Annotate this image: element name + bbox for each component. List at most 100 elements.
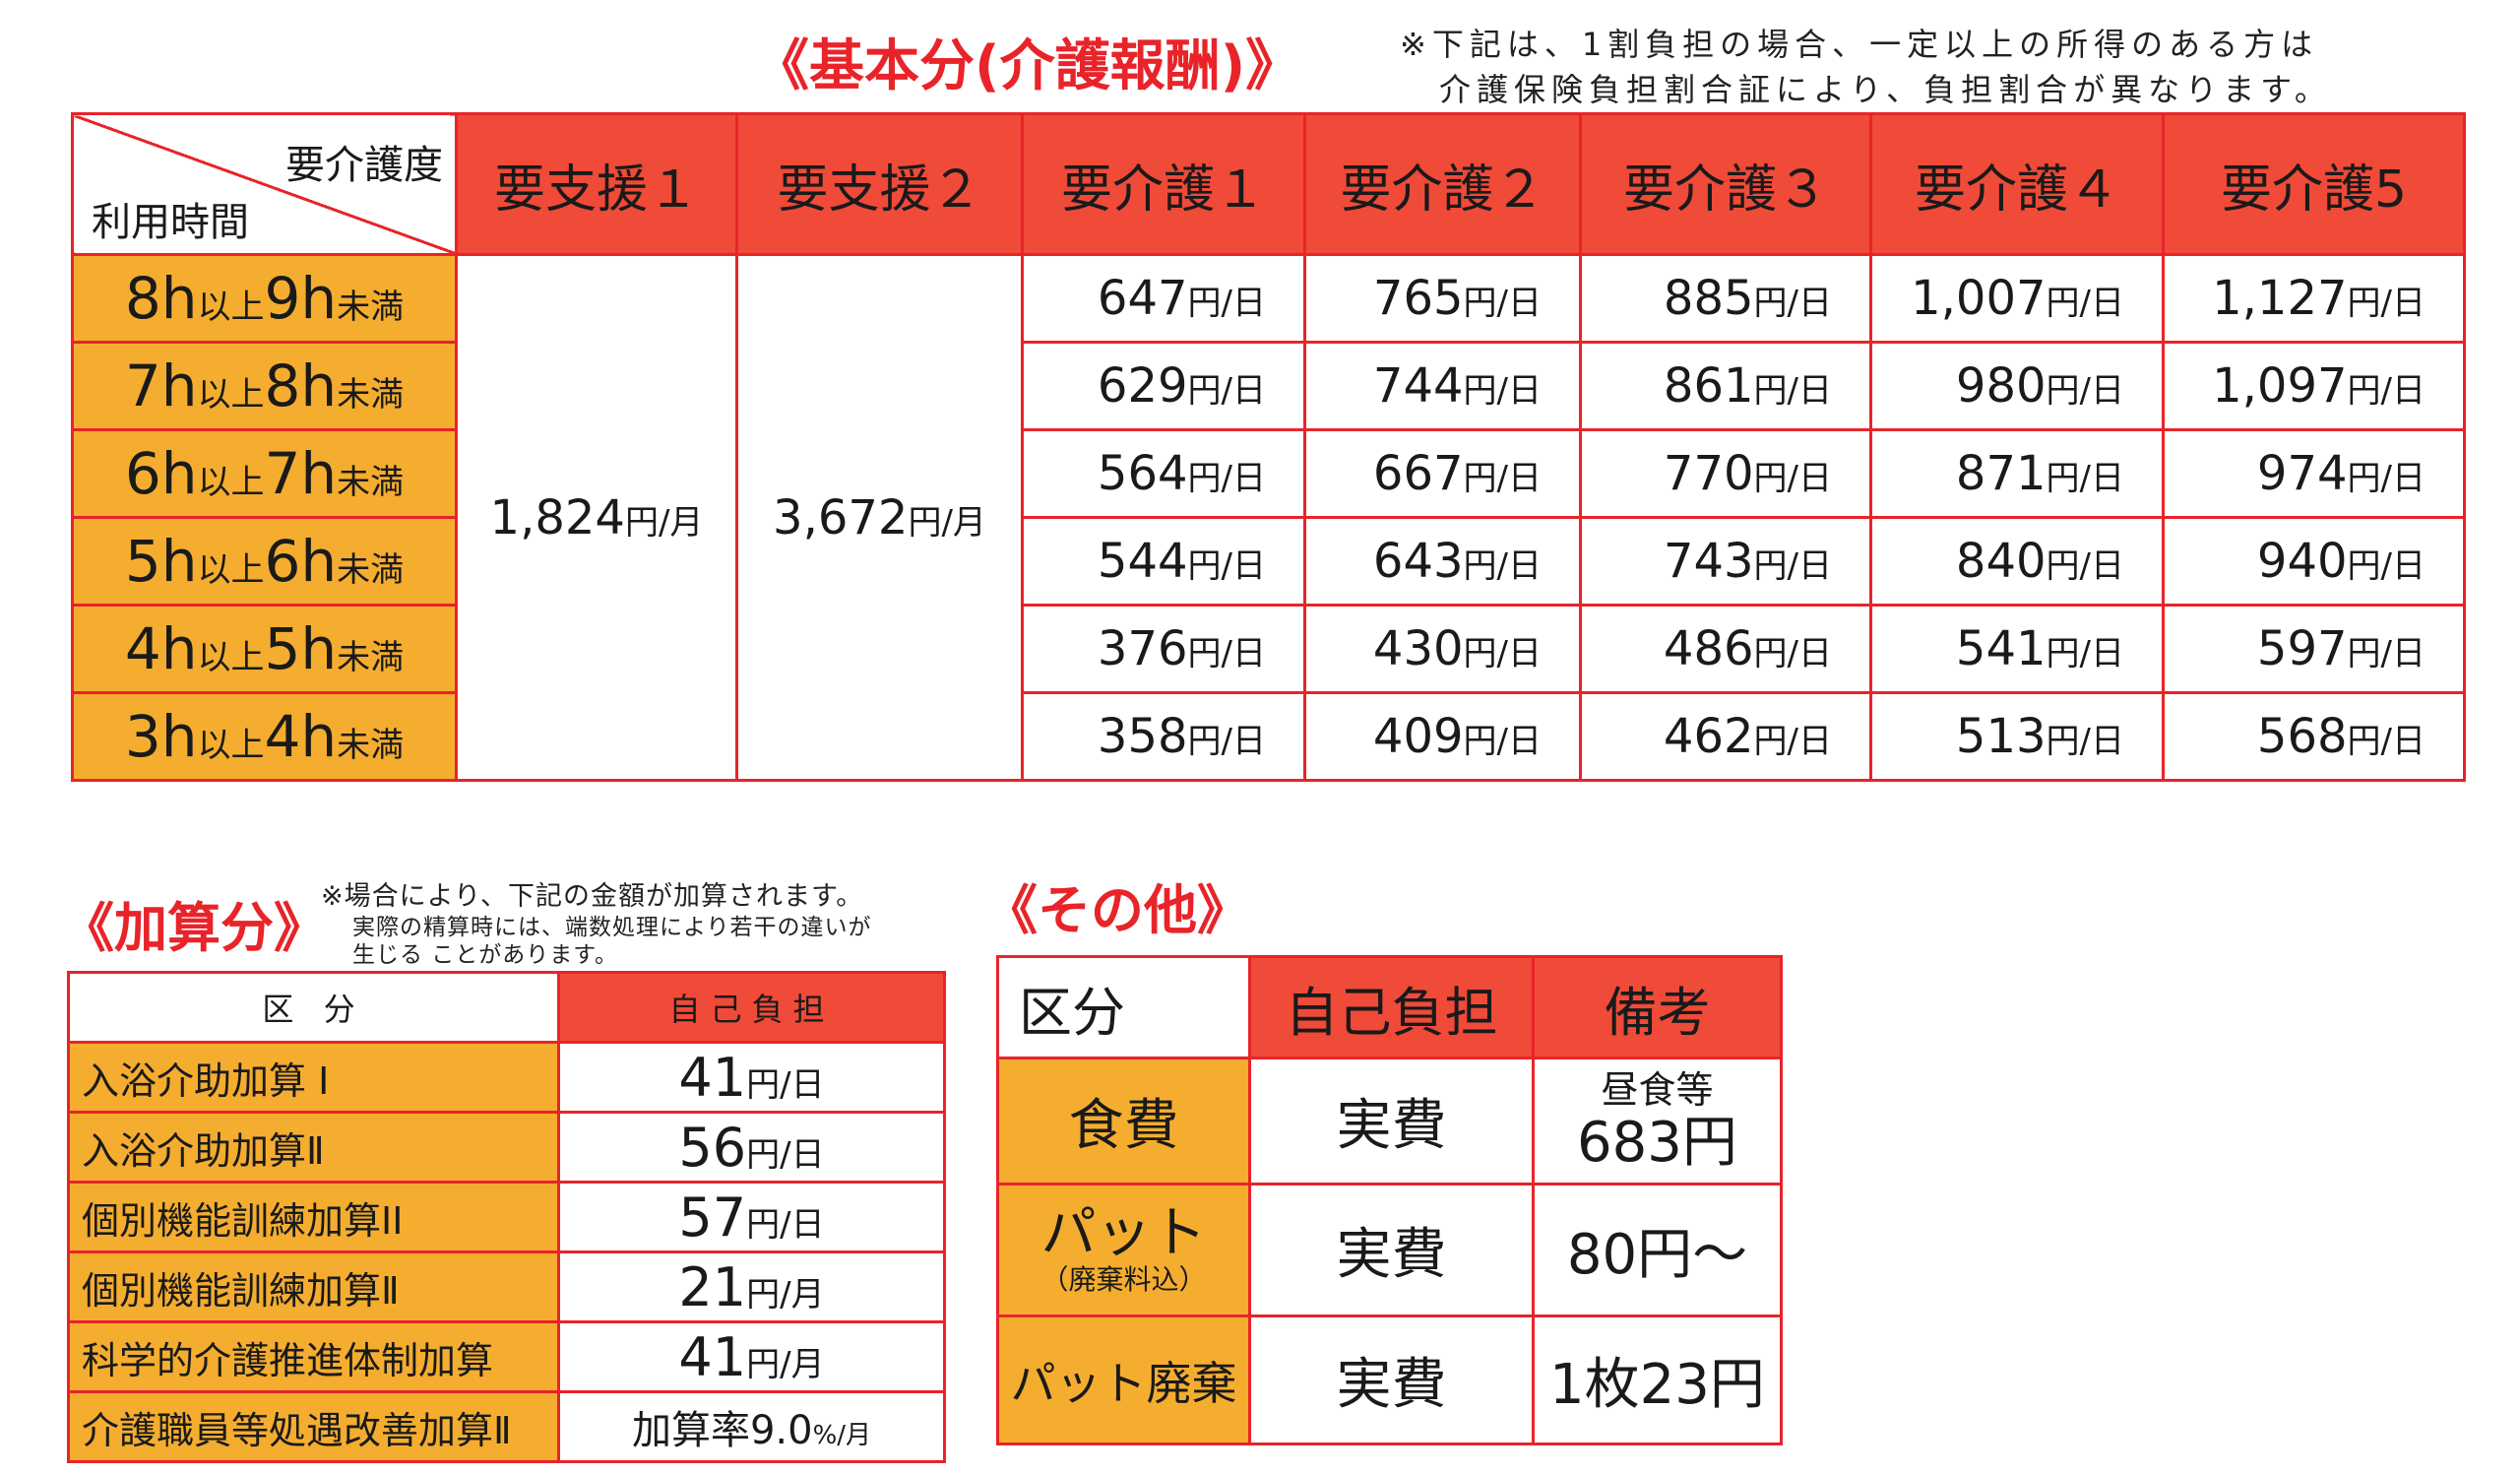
table-row: パット （廃棄料込） 実費 80円〜 <box>996 1183 1783 1317</box>
corner-cell: 要介護度 利用時間 <box>71 112 458 256</box>
basic-note-line2: 介護保険負担割合証により、負担割合が異なります。 <box>1439 71 2332 108</box>
fee-cell: 1,007円/日 <box>1869 253 2165 344</box>
header-support-2: 要支援２ <box>735 112 1024 256</box>
fee-cell: 647円/日 <box>1021 253 1306 344</box>
other-item-name: 食費 <box>996 1057 1251 1186</box>
fee-cell: 409円/日 <box>1303 691 1582 782</box>
basic-header-row: 要介護度 利用時間 要支援１ 要支援２ 要介護１ 要介護２ 要介護３ 要介護４ … <box>71 112 2466 256</box>
addition-item-name: 個別機能訓練加算Ⅱ <box>67 1250 560 1323</box>
addition-item-name: 入浴介助加算 Ⅰ <box>67 1041 560 1114</box>
fee-cell: 1,127円/日 <box>2162 253 2466 344</box>
support-2-monthly: 3,672円/月 <box>735 253 1024 782</box>
addition-item-amount: 加算率9.0%/月 <box>557 1390 946 1463</box>
fee-cell: 486円/日 <box>1579 604 1872 694</box>
addition-col-self: 自己負担 <box>557 971 946 1044</box>
addition-note-line1: ※場合により、下記の金額が加算されます。 <box>321 881 864 912</box>
fee-cell: 974円/日 <box>2162 428 2466 519</box>
fee-cell: 940円/日 <box>2162 516 2466 607</box>
fee-cell: 770円/日 <box>1579 428 1872 519</box>
header-care-4: 要介護４ <box>1869 112 2165 256</box>
header-care-1: 要介護１ <box>1021 112 1306 256</box>
addition-header-row: 区 分 自己負担 <box>67 971 946 1044</box>
table-row: 介護職員等処遇改善加算Ⅱ 加算率9.0%/月 <box>67 1390 946 1463</box>
fee-cell: 861円/日 <box>1579 341 1872 431</box>
other-item-remark: 昼食等 683円 <box>1532 1057 1783 1186</box>
other-title: 《その他》 <box>984 879 1250 941</box>
addition-item-amount: 41円/月 <box>557 1320 946 1393</box>
basic-title: 《基本分(介護報酬)》 <box>754 34 1301 98</box>
basic-note-line1: ※下記は、1割負担の場合、一定以上の所得のある方は <box>1400 26 2319 63</box>
basic-fee-table: 要介護度 利用時間 要支援１ 要支援２ 要介護１ 要介護２ 要介護３ 要介護４ … <box>71 112 2466 782</box>
table-row: 入浴介助加算Ⅱ 56円/日 <box>67 1111 946 1184</box>
fee-cell: 513円/日 <box>1869 691 2165 782</box>
table-row: 8h以上9h未満 1,824円/月 3,672円/月 647円/日 765円/日… <box>71 253 2466 782</box>
fee-cell: 885円/日 <box>1579 253 1872 344</box>
addition-item-amount: 56円/日 <box>557 1111 946 1184</box>
fee-cell: 980円/日 <box>1869 341 2165 431</box>
fee-cell: 765円/日 <box>1303 253 1582 344</box>
table-row: 個別機能訓練加算Ⅱ 21円/月 <box>67 1250 946 1323</box>
other-item-remark: 1枚23円 <box>1532 1314 1783 1445</box>
corner-care-level-label: 要介護度 <box>285 143 443 188</box>
addition-note-line2: 実際の精算時には、端数処理により若干の違いが <box>352 915 872 940</box>
other-item-remark: 80円〜 <box>1532 1183 1783 1317</box>
time-cell: 3h以上4h未満 <box>71 691 458 782</box>
fee-cell: 744円/日 <box>1303 341 1582 431</box>
time-cell: 4h以上5h未満 <box>71 604 458 694</box>
header-care-5: 要介護5 <box>2162 112 2466 256</box>
table-row: 個別機能訓練加算ⅠⅠ 57円/日 <box>67 1181 946 1253</box>
other-col-remarks: 備考 <box>1532 955 1783 1059</box>
addition-col-category: 区 分 <box>67 971 560 1044</box>
table-row: パット廃棄 実費 1枚23円 <box>996 1314 1783 1445</box>
fee-cell: 871円/日 <box>1869 428 2165 519</box>
table-row: 6h以上7h未満 564円/日 667円/日 770円/日 871円/日 974… <box>71 428 2466 519</box>
time-cell: 7h以上8h未満 <box>71 341 458 431</box>
table-row: 4h以上5h未満 376円/日 430円/日 486円/日 541円/日 597… <box>71 604 2466 694</box>
fee-cell: 643円/日 <box>1303 516 1582 607</box>
fee-cell: 597円/日 <box>2162 604 2466 694</box>
table-row: 3h以上4h未満 358円/日 409円/日 462円/日 513円/日 568… <box>71 691 2466 782</box>
header-care-3: 要介護３ <box>1579 112 1872 256</box>
fee-cell: 568円/日 <box>2162 691 2466 782</box>
time-cell: 6h以上7h未満 <box>71 428 458 519</box>
other-col-self: 自己負担 <box>1248 955 1535 1059</box>
other-item-name: パット （廃棄料込） <box>996 1183 1251 1317</box>
fee-cell: 376円/日 <box>1021 604 1306 694</box>
addition-item-name: 個別機能訓練加算ⅠⅠ <box>67 1181 560 1253</box>
header-care-2: 要介護２ <box>1303 112 1582 256</box>
time-cell: 8h以上9h未満 <box>71 253 458 344</box>
fee-cell: 462円/日 <box>1579 691 1872 782</box>
fee-cell: 667円/日 <box>1303 428 1582 519</box>
addition-item-name: 介護職員等処遇改善加算Ⅱ <box>67 1390 560 1463</box>
fee-cell: 544円/日 <box>1021 516 1306 607</box>
support-1-monthly: 1,824円/月 <box>455 253 738 782</box>
table-row: 入浴介助加算 Ⅰ 41円/日 <box>67 1041 946 1114</box>
header-support-1: 要支援１ <box>455 112 738 256</box>
other-header-row: 区分 自己負担 備考 <box>996 955 1783 1059</box>
fee-cell: 629円/日 <box>1021 341 1306 431</box>
fee-cell: 541円/日 <box>1869 604 2165 694</box>
other-item-name: パット廃棄 <box>996 1314 1251 1445</box>
corner-usage-time-label: 利用時間 <box>92 200 249 245</box>
fee-cell: 1,097円/日 <box>2162 341 2466 431</box>
addition-item-amount: 21円/月 <box>557 1250 946 1323</box>
fee-cell: 564円/日 <box>1021 428 1306 519</box>
table-row: 科学的介護推進体制加算 41円/月 <box>67 1320 946 1393</box>
fee-cell: 840円/日 <box>1869 516 2165 607</box>
fee-cell: 358円/日 <box>1021 691 1306 782</box>
addition-item-amount: 41円/日 <box>557 1041 946 1114</box>
fee-cell: 430円/日 <box>1303 604 1582 694</box>
table-row: 7h以上8h未満 629円/日 744円/日 861円/日 980円/日 1,0… <box>71 341 2466 431</box>
other-col-category: 区分 <box>996 955 1251 1059</box>
other-item-self: 実費 <box>1248 1314 1535 1445</box>
addition-item-name: 科学的介護推進体制加算 <box>67 1320 560 1393</box>
addition-title: 《加算分》 <box>61 897 327 959</box>
other-item-self: 実費 <box>1248 1057 1535 1186</box>
addition-note-line3: 生じる ことがあります。 <box>352 942 619 968</box>
table-row: 5h以上6h未満 544円/日 643円/日 743円/日 840円/日 940… <box>71 516 2466 607</box>
fee-cell: 743円/日 <box>1579 516 1872 607</box>
addition-table: 区 分 自己負担 入浴介助加算 Ⅰ 41円/日 入浴介助加算Ⅱ 56円/日 個別… <box>67 971 946 1463</box>
addition-item-amount: 57円/日 <box>557 1181 946 1253</box>
time-cell: 5h以上6h未満 <box>71 516 458 607</box>
other-item-self: 実費 <box>1248 1183 1535 1317</box>
